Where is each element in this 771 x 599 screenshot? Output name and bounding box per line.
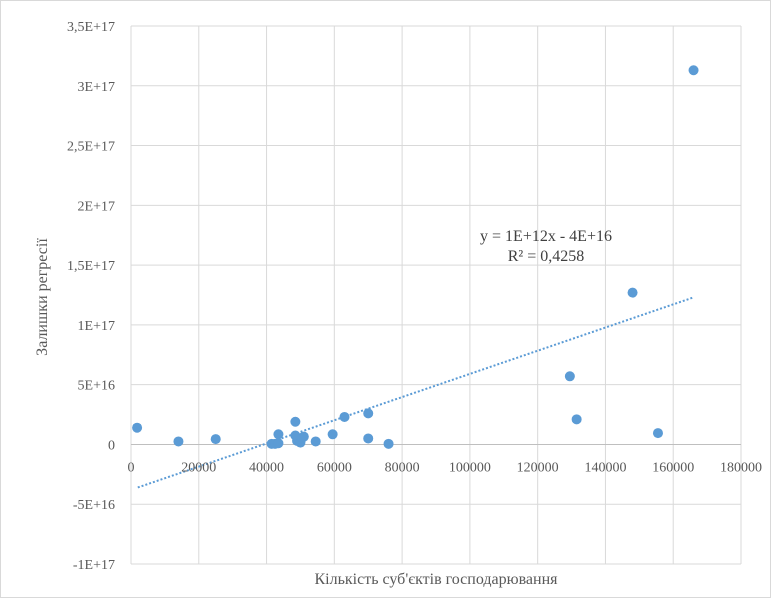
data-point xyxy=(571,414,582,425)
trendline xyxy=(137,296,694,489)
data-point xyxy=(273,429,284,440)
x-tick-label: 160000 xyxy=(652,460,694,475)
data-point xyxy=(210,434,221,445)
y-tick-label: 1E+17 xyxy=(78,319,115,334)
data-point xyxy=(383,438,394,449)
data-point xyxy=(173,436,184,447)
y-axis-title: Залишки регресії xyxy=(34,238,51,356)
y-tick-label: 1,5E+17 xyxy=(67,259,115,274)
x-tick-label: 140000 xyxy=(584,460,626,475)
data-point xyxy=(688,65,699,76)
data-point xyxy=(298,431,309,442)
data-point xyxy=(363,408,374,419)
x-tick-label: 0 xyxy=(128,460,135,475)
y-tick-label: 2E+17 xyxy=(78,199,115,214)
data-point xyxy=(132,422,143,433)
y-tick-label: 0 xyxy=(108,438,115,453)
trendline-r-squared: R² = 0,4258 xyxy=(508,248,585,265)
data-point xyxy=(310,436,321,447)
tick-labels: -1E+17 -5E+16 0 5E+16 1E+17 1,5E+17 2E+17 2,5E+… xyxy=(67,20,762,573)
data-point xyxy=(564,371,575,382)
trendline-layer xyxy=(137,296,694,489)
x-tick-label: 100000 xyxy=(449,460,491,475)
x-tick-label: 180000 xyxy=(720,460,762,475)
gridlines xyxy=(130,25,742,565)
data-point xyxy=(290,416,301,427)
data-points xyxy=(132,65,699,449)
y-tick-label: -5E+16 xyxy=(73,498,115,513)
y-tick-label: 5E+16 xyxy=(78,379,115,394)
data-point xyxy=(652,428,663,439)
x-tick-label: 60000 xyxy=(317,460,352,475)
data-point xyxy=(327,429,338,440)
y-tick-label: 2,5E+17 xyxy=(67,140,115,155)
data-point xyxy=(273,438,284,449)
y-tick-label: 3,5E+17 xyxy=(67,20,115,35)
x-tick-label: 40000 xyxy=(249,460,284,475)
data-point xyxy=(627,287,638,298)
y-tick-label: 3E+17 xyxy=(78,80,115,95)
trendline-equation: y = 1E+12x - 4E+16 xyxy=(480,228,612,245)
x-tick-label: 80000 xyxy=(385,460,420,475)
x-axis-title: Кількість суб'єктів господарювання xyxy=(314,571,558,588)
data-point xyxy=(363,433,374,444)
data-point xyxy=(339,411,350,422)
y-tick-label: -1E+17 xyxy=(73,558,115,573)
x-tick-label: 120000 xyxy=(517,460,559,475)
x-tick-label: 20000 xyxy=(181,460,216,475)
